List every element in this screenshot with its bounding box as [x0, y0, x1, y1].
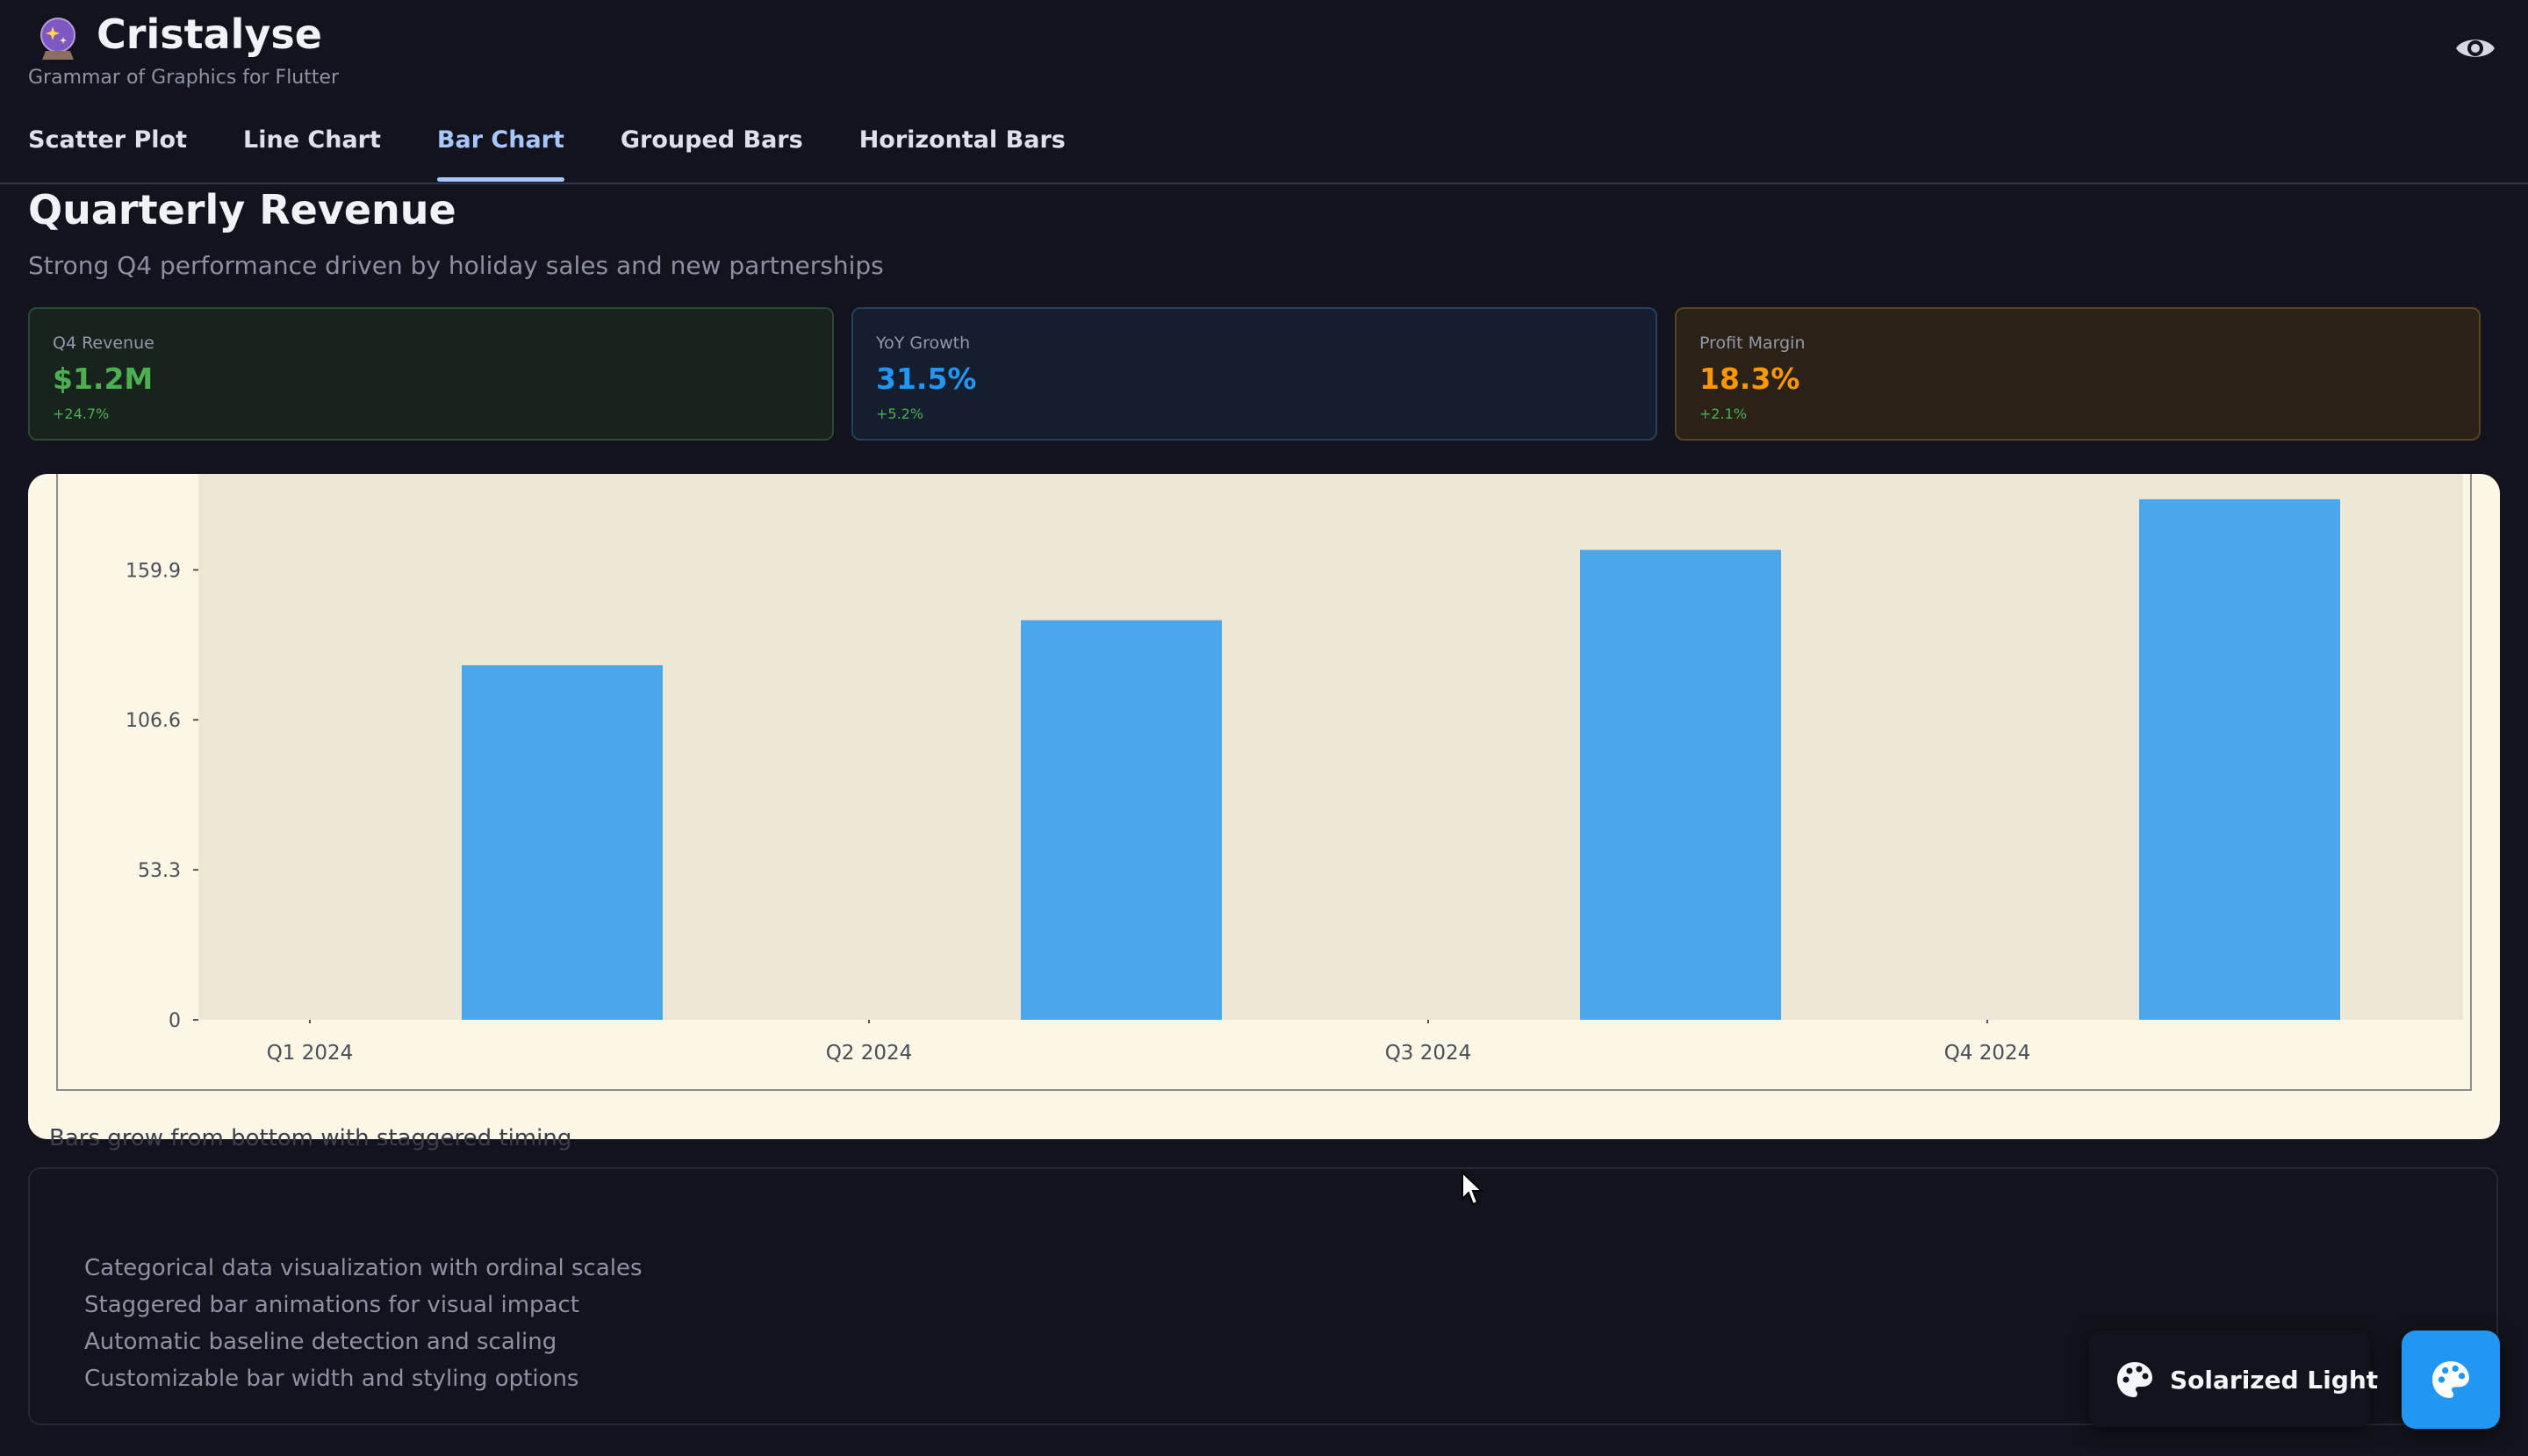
- bar-chart-panel: 0 53.3 106.6 159.9 Q1 2024 Q2 2024 Q3 2024 Q4 2…: [28, 474, 2500, 1139]
- x-tick-label: Q1 2024: [267, 1042, 354, 1065]
- page-title: Quarterly Revenue: [28, 186, 456, 233]
- y-tick-label: 53.3: [138, 860, 181, 882]
- metric-label: YoY Growth: [876, 334, 971, 353]
- crystal-ball-icon: [40, 18, 75, 60]
- metric-value: $1.2M: [53, 362, 154, 396]
- mouse-cursor-icon: [1462, 1171, 1483, 1206]
- tab-horizontal-bars[interactable]: Horizontal Bars: [858, 126, 1066, 154]
- bar: [1580, 549, 1781, 1020]
- x-tick-label: Q3 2024: [1385, 1042, 1472, 1065]
- chart-tabs: Scatter Plot Line Chart Bar Chart Groupe…: [28, 123, 1122, 183]
- metric-change: +24.7%: [53, 405, 110, 422]
- bar-chart: 0 53.3 106.6 159.9 Q1 2024 Q2 2024 Q3 2024 Q4 2…: [56, 474, 2472, 1091]
- feature-item: Automatic baseline detection and scaling: [84, 1329, 557, 1355]
- metric-card-q4-revenue: Q4 Revenue $1.2M +24.7%: [28, 307, 834, 441]
- bar: [462, 665, 663, 1020]
- chart-frame: [56, 474, 2472, 1091]
- metric-value: 31.5%: [876, 362, 977, 396]
- features-panel: Categorical data visualization with ordi…: [28, 1167, 2498, 1425]
- feature-item: Customizable bar width and styling optio…: [84, 1366, 579, 1392]
- feature-item: Categorical data visualization with ordi…: [84, 1255, 643, 1281]
- bar: [2139, 498, 2340, 1020]
- theme-toggle-button[interactable]: [2402, 1330, 2500, 1429]
- page-subtitle: Strong Q4 performance driven by holiday …: [28, 251, 884, 280]
- y-tick-label: 0: [169, 1010, 181, 1032]
- app-header: Cristalyse Grammar of Graphics for Flutt…: [0, 0, 2528, 184]
- tab-bar-chart[interactable]: Bar Chart: [436, 123, 564, 183]
- y-tick-label: 159.9: [126, 560, 181, 582]
- tab-grouped-bars[interactable]: Grouped Bars: [620, 126, 803, 154]
- palette-icon: [2117, 1362, 2152, 1397]
- tab-line-chart[interactable]: Line Chart: [243, 126, 381, 154]
- tab-scatter-plot[interactable]: Scatter Plot: [28, 126, 188, 154]
- palette-icon: [2432, 1361, 2469, 1398]
- chart-caption: Bars grow from bottom with staggered tim…: [49, 1125, 572, 1151]
- theme-name: Solarized Light: [2170, 1366, 2379, 1395]
- metric-card-yoy-growth: YoY Growth 31.5% +5.2%: [851, 307, 1657, 441]
- x-tick-label: Q4 2024: [1944, 1042, 2031, 1065]
- app-subtitle: Grammar of Graphics for Flutter: [28, 67, 340, 89]
- bar: [1021, 620, 1222, 1020]
- x-tick-label: Q2 2024: [826, 1042, 913, 1065]
- metric-label: Q4 Revenue: [53, 334, 154, 353]
- theme-label-chip[interactable]: Solarized Light: [2089, 1330, 2378, 1427]
- metric-change: +5.2%: [876, 405, 924, 422]
- metric-label: Profit Margin: [1699, 334, 1806, 353]
- metric-value: 18.3%: [1699, 362, 1800, 396]
- metric-change: +2.1%: [1699, 405, 1748, 422]
- app-title: Cristalyse: [97, 11, 322, 58]
- feature-item: Staggered bar animations for visual impa…: [84, 1292, 579, 1318]
- y-tick-label: 106.6: [126, 710, 181, 732]
- metric-card-profit-margin: Profit Margin 18.3% +2.1%: [1675, 307, 2481, 441]
- eye-icon[interactable]: [2454, 33, 2496, 63]
